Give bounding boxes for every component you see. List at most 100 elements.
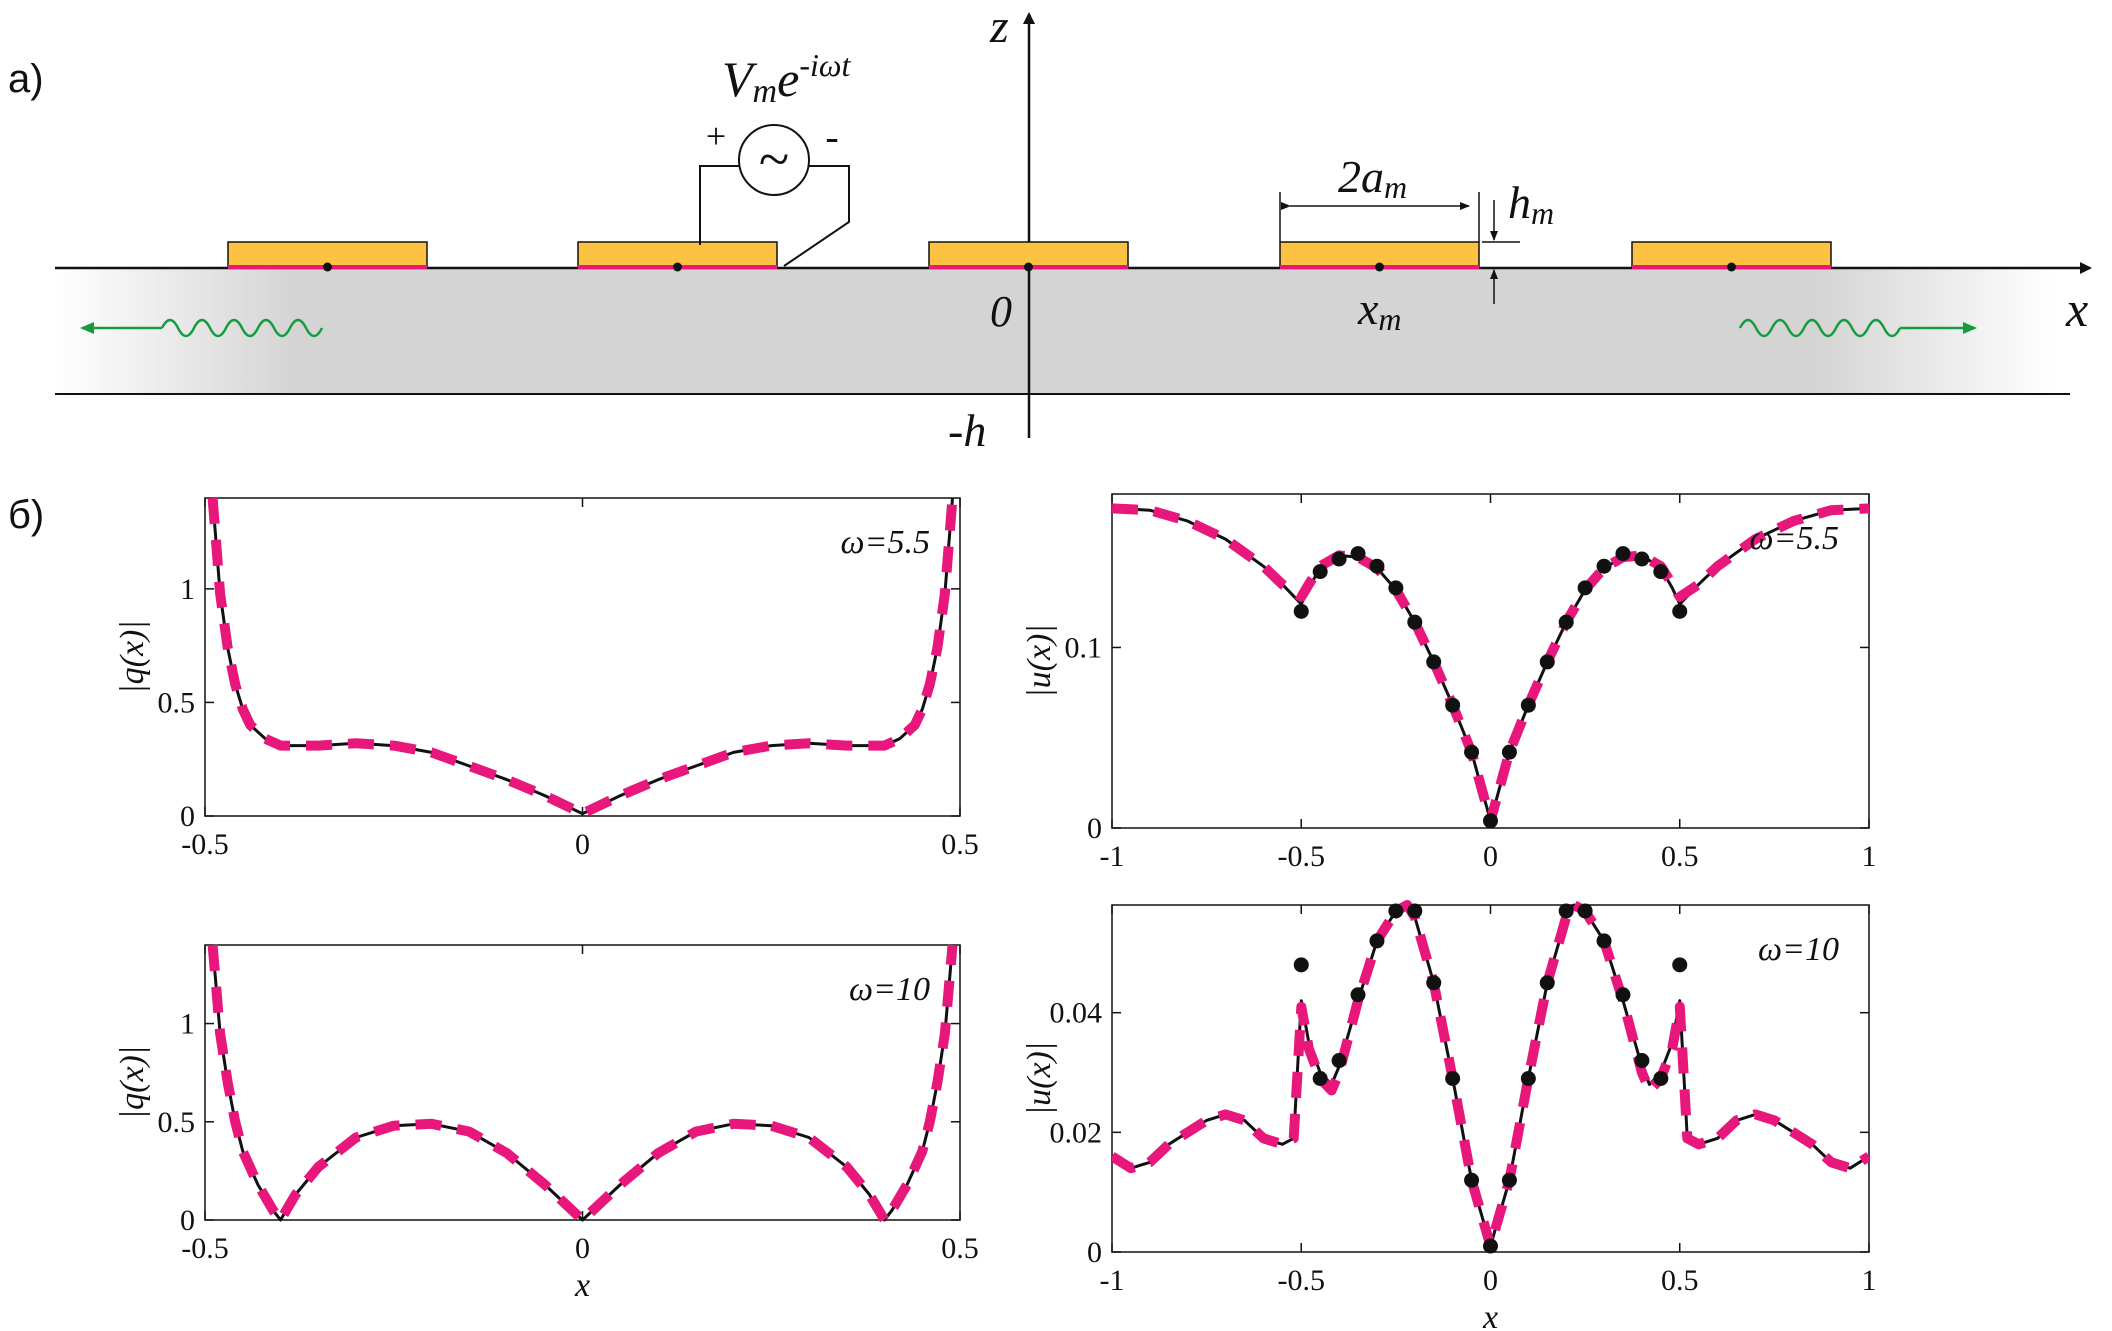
data-point [1407, 614, 1423, 630]
chart-2: -1 -0.5 0 0.5 1 0 0.1 ω=5.5 |u(x)| [1021, 493, 1877, 873]
x-tick-label: -0.5 [181, 828, 229, 861]
y-tick-label: 0 [180, 800, 195, 833]
data-point [1388, 580, 1404, 596]
data-point [1369, 933, 1385, 949]
y-axis-label: |q(x)| [114, 620, 151, 693]
electrode-2 [577, 241, 778, 267]
data-point [1426, 975, 1442, 991]
y-axis-label: |u(x)| [1021, 1042, 1058, 1115]
data-point [1501, 1172, 1517, 1188]
y-axis-label: |q(x)| [114, 1046, 151, 1119]
data-point [1331, 551, 1347, 567]
series-dashed [207, 944, 958, 1225]
data-point [1293, 957, 1309, 973]
electrode-5 [1631, 241, 1832, 267]
data-point [1653, 564, 1669, 580]
series-group [1112, 503, 1869, 829]
source-wire-right [783, 165, 850, 267]
series-dashed [207, 497, 958, 819]
wave-right-path [1738, 318, 1902, 338]
data-point [1501, 744, 1517, 760]
data-point [1407, 903, 1423, 919]
data-point [1672, 957, 1688, 973]
electrode-3 [928, 241, 1129, 267]
y-tick-label: 0.5 [158, 686, 196, 719]
x-tick-label: 0.5 [1661, 1264, 1699, 1297]
electrode-array [227, 241, 1832, 272]
data-point [1293, 603, 1309, 619]
data-point [1483, 813, 1498, 829]
omega-annotation: ω=10 [849, 971, 930, 1008]
data-point [1539, 975, 1555, 991]
data-point [1388, 903, 1404, 919]
x-axis-label: x [574, 1267, 590, 1304]
x-tick-label: 0 [1483, 1264, 1498, 1297]
axis-x-label: x [2065, 281, 2088, 337]
chart-1: -0.5 0 0.500.51ω=5.5|q(x)| [114, 497, 979, 861]
data-point [1350, 987, 1366, 1003]
data-point [1520, 1071, 1536, 1086]
x-tick-label: -1 [1100, 1264, 1125, 1297]
source-minus: - [825, 114, 838, 159]
y-tick-label: 0.1 [1065, 631, 1103, 664]
data-point [1634, 1053, 1650, 1069]
width-label: 2am [1338, 151, 1407, 205]
data-point [1350, 546, 1366, 562]
data-point [1577, 580, 1593, 596]
x-tick-label: 0 [575, 828, 590, 861]
source-circle [738, 124, 810, 196]
panel-a-label: а) [8, 57, 44, 101]
x-tick-label: -0.5 [1278, 1264, 1326, 1297]
chart-3: -0.5 0 0.500.51ω=10|q(x)|x [114, 944, 979, 1304]
voltage-source: ~ + - Vme-iωt [699, 47, 851, 267]
series-group [207, 497, 958, 819]
y-tick-label: 0.02 [1050, 1116, 1103, 1149]
x-tick-label: 1 [1862, 840, 1877, 873]
electrode-2-center [673, 262, 682, 272]
panel-b-label: б) [8, 493, 44, 537]
height-label: hm [1508, 177, 1554, 231]
x-axis-label: x [1482, 1299, 1498, 1331]
y-tick-label: 0.04 [1050, 997, 1103, 1030]
y-tick-label: 0 [180, 1204, 195, 1237]
plot-frame [1111, 904, 1870, 1253]
omega-annotation: ω=5.5 [841, 524, 930, 561]
data-point [1634, 551, 1650, 567]
data-point [1483, 1238, 1498, 1254]
electrode-3-center [1024, 262, 1033, 272]
omega-annotation: ω=5.5 [1750, 520, 1839, 557]
chart-4: -1 -0.5 0 0.5 1 0 0.02 0.04 ω=10 |u(x)| x [1021, 900, 1877, 1331]
y-tick-label: 0 [1087, 1236, 1102, 1269]
electrode-4 [1279, 241, 1480, 267]
data-point [1672, 603, 1688, 619]
x-tick-label: -1 [1100, 840, 1125, 873]
plot-frame [204, 944, 961, 1221]
data-point [1520, 697, 1536, 713]
x-tick-label: 0.5 [941, 1232, 979, 1265]
x-tick-label: 1 [1862, 1264, 1877, 1297]
y-tick-label: 0.5 [158, 1106, 196, 1139]
x-tick-label: 0 [575, 1232, 590, 1265]
data-point [1445, 697, 1461, 713]
y-axis-label: |u(x)| [1021, 624, 1058, 697]
data-point [1558, 903, 1574, 919]
y-tick-label: 0 [1087, 812, 1102, 845]
x-tick-label: -0.5 [181, 1232, 229, 1265]
panel-a: а) ~ + - Vme-iωt 2am hm z x [8, 0, 2092, 456]
series-group [1112, 900, 1869, 1254]
data-point [1596, 933, 1612, 949]
x-tick-label: 0.5 [1661, 840, 1699, 873]
wave-right [1738, 318, 1977, 338]
data-point [1464, 744, 1480, 760]
source-wire-left [699, 165, 739, 245]
data-point [1312, 564, 1328, 580]
data-point [1426, 654, 1442, 670]
series-group [207, 944, 958, 1225]
data-point [1445, 1071, 1461, 1086]
omega-annotation: ω=10 [1758, 931, 1839, 968]
panel-b-charts: -0.5 0 0.500.51ω=5.5|q(x)|-1 -0.5 0 0.5 100.1ω… [114, 493, 1877, 1331]
x-tick-label: -0.5 [1278, 840, 1326, 873]
data-point [1369, 558, 1385, 574]
substrate [55, 268, 2055, 394]
